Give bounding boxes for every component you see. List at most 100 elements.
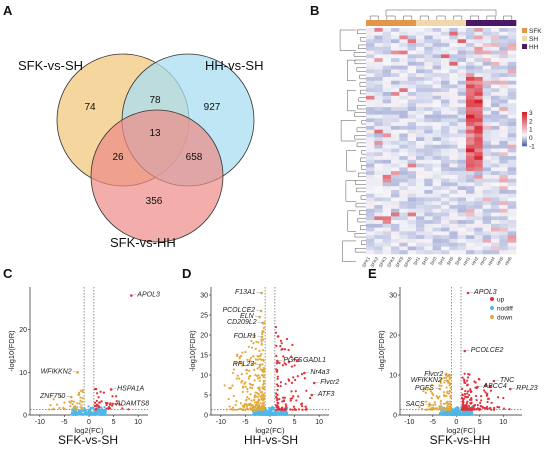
heatmap-cell [466, 137, 475, 142]
point-up [276, 377, 279, 380]
heatmap-cell [424, 246, 433, 251]
x-tick-label: -5 [61, 419, 67, 426]
legend-swatch-sh [522, 36, 527, 41]
heatmap-cell [407, 201, 417, 206]
heatmap-cell [441, 212, 450, 217]
point-up [479, 401, 482, 404]
heatmap-cell [399, 46, 408, 51]
heatmap-cell [449, 178, 458, 183]
dendrogram-branch [358, 97, 366, 102]
heatmap-cell [441, 84, 450, 89]
point-up [93, 387, 97, 391]
heatmap-cell [507, 122, 517, 127]
heatmap-cell [424, 148, 433, 153]
point-down [80, 404, 83, 407]
point-down [434, 403, 437, 406]
heatmap-column-label: SFK5 [394, 256, 404, 269]
heatmap-cell [474, 159, 483, 164]
heatmap-cell [507, 46, 517, 51]
heatmap-cell [499, 65, 508, 70]
point-up [502, 396, 505, 400]
point-up [466, 390, 470, 393]
heatmap-cell [474, 246, 483, 251]
heatmap-cell [466, 31, 475, 36]
point-down [253, 396, 256, 399]
point-down [262, 387, 266, 391]
heatmap-cell [457, 182, 467, 187]
heatmap-cell [399, 50, 408, 55]
heatmap-cell [482, 73, 492, 78]
heatmap-cell [382, 141, 392, 146]
point-up [108, 407, 112, 410]
heatmap-cell [449, 235, 458, 240]
color-scale-step [522, 115, 527, 118]
heatmap-cell [407, 84, 417, 89]
point-down [248, 397, 251, 400]
heatmap-cell [499, 54, 508, 59]
heatmap-cell [507, 88, 517, 93]
point-down [260, 398, 263, 401]
heatmap-cell [416, 171, 425, 176]
heatmap-cell [482, 220, 492, 225]
heatmap-cell [441, 76, 450, 82]
point-up [484, 383, 488, 386]
heatmap-cell [407, 250, 417, 255]
heatmap-cell [374, 69, 383, 74]
heatmap-cell [432, 58, 442, 63]
heatmap-cell [441, 54, 450, 59]
heatmap-cell [474, 235, 483, 240]
point-down [228, 405, 231, 408]
point-down [243, 405, 246, 409]
y-tick-label: 20 [19, 327, 27, 334]
heatmap-cell [424, 159, 433, 164]
point-down [426, 388, 429, 391]
point-up [467, 404, 471, 407]
heatmap-cell [507, 58, 517, 63]
point-down [248, 359, 251, 362]
dendrogram-branch [386, 15, 396, 20]
point-down [418, 406, 421, 409]
point-up [118, 403, 121, 406]
heatmap-cell [374, 39, 383, 44]
dendrogram-branch [357, 217, 366, 223]
gene-label-leader [277, 359, 283, 362]
heatmap-cell [391, 103, 400, 108]
point-down [249, 402, 252, 405]
heatmap-cell [457, 28, 467, 33]
point-down [247, 345, 250, 348]
heatmap-cell [382, 250, 392, 255]
heatmap-cell [407, 220, 417, 225]
point-up [104, 401, 108, 405]
point-up [275, 396, 278, 399]
heatmap-cell [382, 197, 392, 202]
heatmap-cell [441, 238, 450, 243]
heatmap-cell [416, 73, 425, 78]
heatmap-cell [466, 35, 475, 40]
heatmap-cell [416, 76, 425, 82]
heatmap-cell [482, 163, 492, 168]
heatmap-cell [416, 125, 425, 130]
dendrogram-branch [347, 90, 356, 112]
y-tick-label: 0 [393, 413, 397, 420]
heatmap-cell [457, 103, 467, 108]
point-up [461, 387, 464, 390]
point-up [276, 398, 279, 402]
heatmap-cell [474, 35, 483, 40]
point-up [489, 385, 492, 388]
heatmap-cell [391, 223, 400, 228]
heatmap-cell [366, 156, 375, 161]
heatmap-cell [407, 193, 417, 198]
point-up [498, 406, 501, 409]
heatmap-cell [374, 189, 383, 195]
point-up [276, 406, 279, 409]
point-up [285, 337, 289, 341]
heatmap-cell [466, 61, 475, 66]
dendrogram-branch [359, 82, 366, 87]
point-down [437, 408, 441, 411]
heatmap-cell [382, 235, 392, 240]
point-down [447, 402, 450, 406]
heatmap-cell [391, 208, 400, 213]
panel-label-d: D [182, 266, 191, 281]
point-up [100, 400, 103, 403]
heatmap-cell [482, 58, 492, 63]
